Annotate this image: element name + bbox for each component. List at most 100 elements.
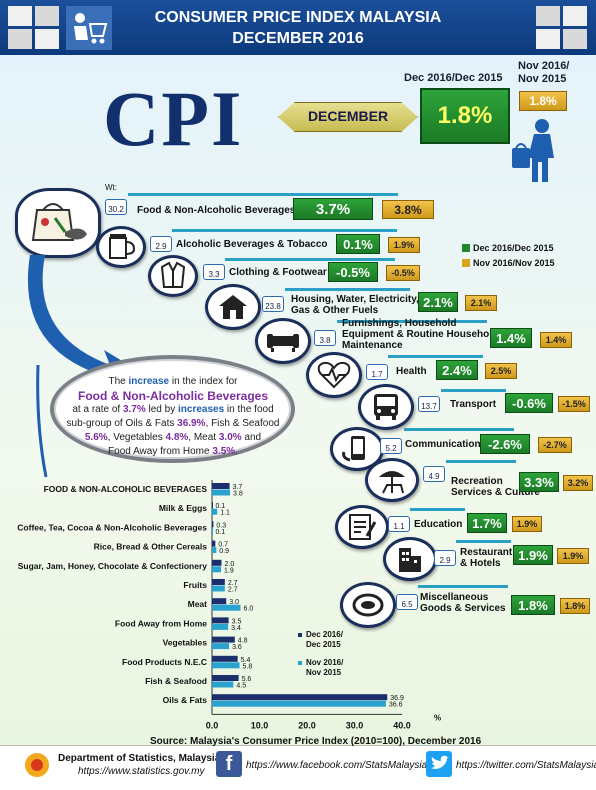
group-dec-value: 3.7%: [293, 198, 373, 220]
month-label: DECEMBER: [307, 108, 389, 124]
group-name: Recreation: [451, 476, 503, 487]
data-label: 36.9: [390, 695, 404, 702]
category-label: Meat: [188, 599, 208, 609]
legend-swatch: [298, 661, 302, 665]
data-label: 0.7: [218, 542, 228, 549]
group-divider: [456, 540, 511, 543]
weight-heading: Wt:: [105, 183, 117, 192]
data-label: 3.0: [229, 599, 239, 606]
group-name-line2: & Hotels: [460, 558, 501, 569]
bar: [212, 502, 213, 509]
callout-category: Food & Non-Alcoholic Beverages: [77, 389, 269, 403]
group-name-line2: Services & Culture: [451, 487, 540, 498]
group-dec-value: 0.1%: [336, 234, 380, 254]
group-dec-value: -0.6%: [505, 393, 553, 413]
callout-text: The increase in the index for Food & Non…: [62, 375, 284, 459]
group-name-line2: Equipment & Routine Household: [342, 329, 499, 340]
category-label: Food Products N.E.C: [122, 657, 207, 667]
bar: [212, 566, 222, 573]
bar: [212, 489, 231, 496]
group-nov-value: 3.8%: [382, 200, 434, 219]
bar: [212, 604, 241, 611]
group-nov-value: 1.9%: [512, 516, 542, 532]
group-dec-value: -0.5%: [328, 262, 378, 282]
callout-text-segment: , Fish & Seafood: [205, 418, 280, 429]
sofa-icon: [255, 318, 311, 364]
weight-value: 30.2: [105, 199, 127, 215]
dept-name: Department of Statistics, Malaysia: [58, 753, 221, 764]
dosm-logo: [22, 750, 52, 780]
data-label: 0.1: [215, 503, 225, 510]
callout-text-segment: 3.5%: [212, 446, 236, 457]
x-tick-label: 20.0: [298, 720, 316, 730]
data-label: 2.7: [228, 587, 238, 594]
bar: [212, 617, 229, 624]
callout-text-segment: in the food: [224, 404, 274, 415]
group-nov-value: -2.7%: [538, 437, 572, 453]
group-divider: [446, 460, 516, 463]
group-name-line3: Maintenance: [342, 340, 403, 351]
weight-value: 23.8: [262, 296, 284, 312]
data-label: 2.0: [225, 561, 235, 568]
group-name: Furnishings, Household: [342, 318, 457, 329]
twitter-link[interactable]: https://twitter.com/StatsMalaysia: [456, 760, 596, 771]
dept-url[interactable]: https://www.statistics.gov.my: [78, 766, 205, 777]
callout-text-segment: The: [108, 376, 129, 387]
umbrella-chair-icon: [365, 458, 419, 502]
twitter-icon[interactable]: [426, 751, 452, 777]
category-label: FOOD & NON-ALCOHOLIC BEVERAGES: [44, 484, 208, 494]
group-name: Housing, Water, Electricity,: [291, 294, 419, 305]
group-divider: [172, 229, 397, 232]
group-nov-value: 2.5%: [485, 363, 517, 379]
shopper-icon: [508, 118, 564, 184]
bar: [212, 559, 222, 566]
callout-text-segment: 3.7%: [122, 404, 146, 415]
x-tick-label: 30.0: [346, 720, 364, 730]
data-label: 36.6: [389, 702, 403, 709]
data-label: 5.8: [243, 663, 253, 670]
heartbeat-icon: [306, 352, 362, 398]
bar: [212, 547, 217, 554]
callout-text-segment: 4.8%: [165, 432, 189, 443]
grid-icon-right: [536, 6, 588, 50]
callout-text-segment: at a rate of: [72, 404, 123, 415]
group-divider: [404, 428, 514, 431]
facebook-link[interactable]: https://www.facebook.com/StatsMalaysia: [246, 760, 428, 771]
data-label: 0.3: [216, 522, 226, 529]
source-note: Source: Malaysia's Consumer Price Index …: [150, 736, 482, 747]
data-label: 6.0: [244, 606, 254, 613]
main-rate-value: 1.8%: [420, 88, 510, 144]
main-rate-label: Dec 2016/Dec 2015: [404, 72, 503, 84]
footer-band: [0, 745, 596, 790]
weight-value: 6.5: [396, 594, 418, 610]
bar: [212, 662, 240, 669]
callout-text-segment: 5.6%: [84, 432, 108, 443]
food-subgroup-bar-chart: 0.0 10.0 20.0 30.0 40.0% FOOD & NON-ALCOHOLIC…: [17, 480, 441, 730]
data-label: 3.7: [233, 484, 243, 491]
bar: [212, 655, 238, 662]
weight-value: 3.3: [203, 264, 225, 280]
category-label: Fruits: [183, 580, 207, 590]
legend-label: Nov 2015: [306, 668, 342, 677]
group-nov-value: 1.4%: [540, 332, 572, 348]
sub-rate-label-2: Nov 2015: [518, 73, 567, 85]
bar: [212, 483, 230, 489]
bar: [212, 623, 229, 630]
group-divider: [418, 585, 508, 588]
group-name: Restaurant: [460, 547, 513, 558]
legend-swatch: [298, 633, 302, 637]
category-label: Food Away from Home: [115, 618, 207, 628]
facebook-icon[interactable]: f: [216, 751, 242, 777]
group-dec-value: 2.4%: [436, 360, 478, 380]
legend-dec: Dec 2016/Dec 2015: [473, 243, 554, 253]
data-label: 1.9: [224, 567, 234, 574]
weight-value: 3.8: [314, 330, 336, 346]
callout-oval: [50, 355, 295, 463]
callout-text-segment: Food Away from Home: [108, 446, 213, 457]
group-name: Health: [396, 366, 427, 377]
group-name: Communication: [405, 439, 481, 450]
category-label: Fish & Seafood: [145, 676, 207, 686]
x-tick-label: 10.0: [251, 720, 269, 730]
curved-arrow: [27, 255, 142, 478]
callout-text-segment: .: [235, 446, 238, 457]
